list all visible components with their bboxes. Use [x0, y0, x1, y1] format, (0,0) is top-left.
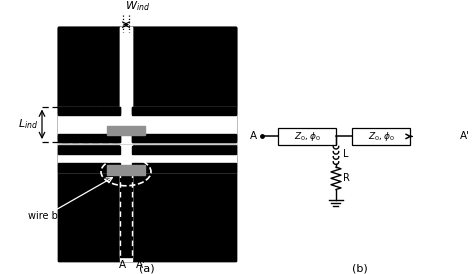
Bar: [58, 27, 236, 261]
Bar: [58, 27, 236, 140]
Bar: [120, 172, 132, 256]
Bar: [352, 128, 410, 145]
Bar: [120, 27, 132, 107]
Bar: [58, 140, 236, 145]
Bar: [58, 146, 120, 154]
Bar: [132, 146, 236, 154]
Bar: [132, 107, 236, 142]
Bar: [58, 107, 120, 142]
Bar: [132, 135, 236, 142]
Text: (b): (b): [352, 264, 368, 274]
Bar: [132, 107, 236, 114]
Bar: [58, 135, 120, 142]
Bar: [58, 163, 120, 172]
Bar: [120, 172, 132, 256]
Bar: [120, 145, 132, 261]
Bar: [107, 165, 145, 175]
Bar: [58, 27, 236, 140]
Bar: [132, 134, 236, 142]
Text: $Z_0, \phi_0$: $Z_0, \phi_0$: [293, 130, 320, 143]
Bar: [58, 145, 236, 261]
Text: A: A: [250, 132, 257, 141]
Text: L: L: [343, 149, 348, 159]
Bar: [58, 107, 120, 142]
Bar: [58, 146, 120, 172]
Bar: [132, 146, 236, 172]
Text: wire bond: wire bond: [28, 211, 76, 221]
Text: $W_{ind}$: $W_{ind}$: [126, 0, 151, 13]
Text: A': A': [136, 260, 146, 270]
Bar: [58, 107, 120, 114]
Bar: [132, 107, 236, 115]
Bar: [120, 27, 132, 140]
Bar: [58, 27, 236, 107]
Bar: [278, 128, 336, 145]
Text: $L_{ind}$: $L_{ind}$: [18, 118, 38, 131]
Bar: [58, 107, 236, 142]
Text: A': A': [460, 132, 470, 141]
Bar: [107, 126, 145, 135]
Bar: [132, 107, 236, 142]
Text: R: R: [343, 173, 350, 183]
Bar: [58, 134, 120, 142]
Text: (a): (a): [139, 264, 155, 274]
Bar: [120, 27, 132, 140]
Bar: [132, 163, 236, 172]
Text: A: A: [118, 260, 126, 270]
Text: $Z_0, \phi_0$: $Z_0, \phi_0$: [368, 130, 394, 143]
Bar: [58, 107, 120, 115]
